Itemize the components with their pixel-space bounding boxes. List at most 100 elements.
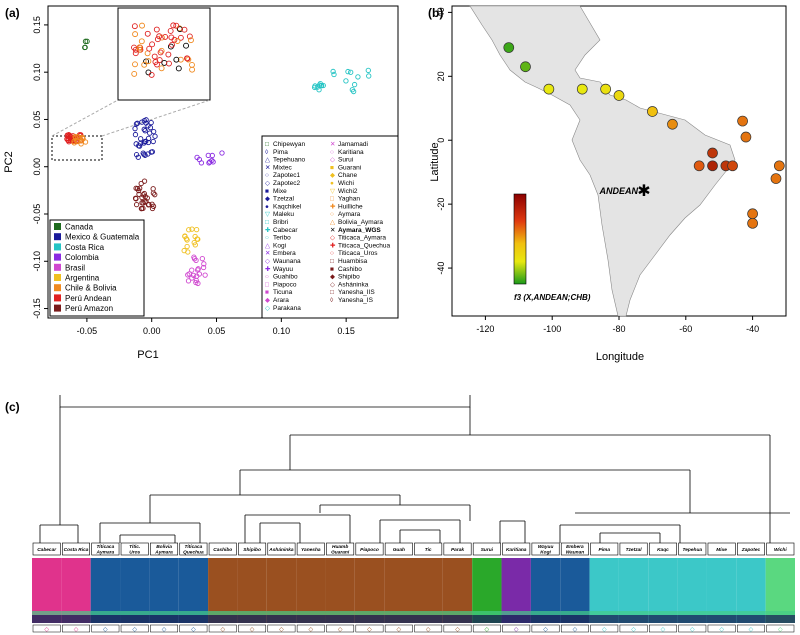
admixture-bar-component [266,615,297,623]
pca-point [82,139,89,145]
pca-point [205,152,211,158]
inset-point [132,31,139,38]
pop-legend-symbol: ✕ [330,141,335,148]
population-marker-box [267,624,296,633]
pca-point [199,256,205,262]
population-marker-symbol: ◇ [338,627,343,633]
pca-point [184,243,190,250]
pca-point [138,180,144,187]
pca-point [142,128,148,134]
pop-legend-symbol: ◇ [330,281,336,288]
pop-legend-label: Waunana [273,258,301,265]
region-legend [49,219,145,317]
pop-legend-symbol: ○ [265,235,269,242]
group-label-box [531,542,560,556]
group-label: Shipibo [243,547,261,553]
pca-point [355,74,361,80]
population-marker-symbol: ◇ [485,627,490,633]
population-marker-box [707,624,736,633]
admixture-bar-component [208,611,238,615]
pca-point [348,69,354,75]
pca-point [189,267,195,273]
admixture-bar-component [706,611,737,615]
admixture-bar-component [237,615,267,623]
pca-point [146,201,152,208]
pop-legend-symbol: □ [330,196,334,203]
pca-point [138,136,144,142]
pop-legend-label: Embera [273,250,296,257]
pca-y-axis-label: PC2 [3,151,15,172]
population-marker-box [326,624,355,633]
admixture-bar-component [178,611,209,615]
population-marker-box [678,624,707,633]
map-x-tick-label: -120 [476,324,494,334]
pop-legend-label: Zapotec1 [273,172,300,179]
inset-point [170,22,177,29]
pop-legend-symbol: ◆ [265,196,271,203]
pca-point [143,117,149,123]
group-label: Piapoco [360,547,379,553]
pca-point [72,135,79,141]
region-legend-label: Canada [65,223,94,232]
group-label-line2: Aymara [154,550,173,556]
pop-legend-label: Yanesha_IIS [338,289,375,296]
inset-point [167,28,174,34]
pop-legend-symbol: ◇ [265,180,271,187]
group-label: Huamb [332,544,348,550]
region-legend-label: Mexico & Guatemala [65,233,140,242]
pca-point [185,249,191,255]
pca-point [317,80,323,87]
pop-legend-symbol: ◊ [265,149,269,156]
pca-x-tick-label: 0.10 [273,326,291,336]
pca-point [201,261,207,267]
admixture-bar-component [618,615,649,623]
admixture-bar-component [90,611,121,615]
pca-point [351,81,358,88]
population-marker-box [384,624,413,633]
admixture-bar-component [296,611,326,615]
pca-point [150,190,157,196]
admixture-bar-component [120,615,150,623]
map-x-tick-label: -100 [543,324,561,334]
pca-point [137,185,143,191]
pop-legend-label: Chane [338,172,358,179]
population-marker-box [649,624,677,633]
pca-point [219,150,225,156]
group-label-box [737,542,765,556]
admixture-bar-component [677,611,707,615]
admixture-bar-component [208,615,238,623]
inset-point [185,56,192,63]
admixture-bar-component [501,615,531,623]
admixture-bar-component [765,611,795,615]
pca-y-tick-label: -0.05 [32,204,42,225]
pop-legend-symbol: ○ [330,211,334,218]
population-marker-box [443,624,472,633]
inset-point [141,61,148,68]
pop-legend-label: Kogi [273,242,286,249]
pca-point [140,192,146,198]
pop-legend-symbol: ✕ [330,227,335,234]
pop-legend-symbol: ■ [330,164,334,171]
pca-point [139,200,145,206]
pca-y-tick-label: 0.05 [32,111,42,129]
pop-legend-label: Piapoco [273,281,297,288]
inset-point [188,37,194,44]
pca-point [366,73,372,79]
population-marker-box [296,624,325,633]
inset-point [146,45,153,52]
pop-legend-label: Parakana [273,305,301,312]
pca-point [141,151,147,158]
pop-legend-label: Karitiana [338,149,364,156]
population-marker-symbol: ◇ [44,627,49,633]
region-legend-label: Argentina [65,274,100,283]
pca-point [198,160,205,166]
pop-legend-symbol: ▽ [330,188,336,195]
pca-point [151,128,157,135]
dendrogram-admixture: Cabecar Costa RicaTiticacaAymaraTitic.Uro… [32,395,795,633]
population-marker-box [208,624,237,633]
pop-legend-symbol: □ [265,281,269,288]
admixture-bar-component [618,611,649,615]
group-label: Tzetzal [626,547,643,553]
population-marker-symbol: ◇ [455,627,460,633]
pop-legend-symbol: ○ [330,250,334,257]
